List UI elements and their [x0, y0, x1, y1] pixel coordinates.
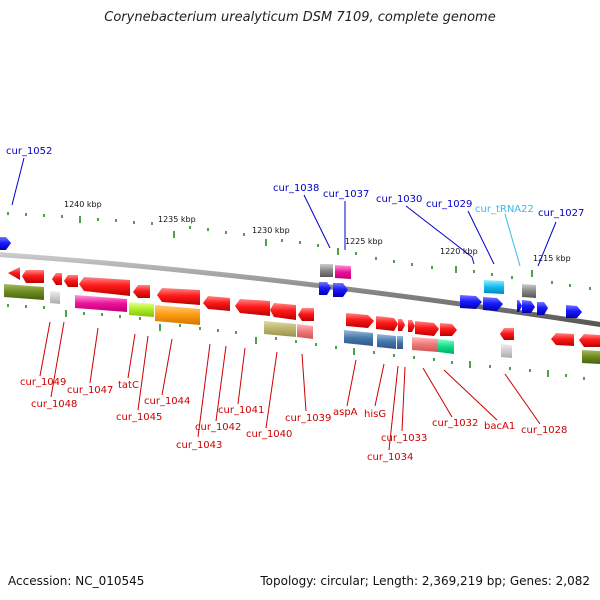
gene-label: cur_1048 — [31, 399, 77, 410]
gene-feature — [52, 273, 62, 285]
gene-label: cur_1030 — [376, 194, 422, 205]
gene-label: cur_1044 — [144, 396, 190, 407]
gene-feature — [579, 334, 600, 347]
gene-feature — [484, 280, 504, 294]
forward-cds-track — [8, 267, 600, 347]
category-track — [4, 264, 600, 364]
gene-label: cur_1034 — [367, 452, 413, 463]
gene-label: cur_1040 — [246, 429, 292, 440]
gene-label: aspA — [333, 407, 358, 418]
gene-feature — [377, 334, 396, 349]
gene-feature — [460, 295, 482, 309]
gene-feature — [398, 319, 405, 331]
gene-feature — [335, 265, 351, 279]
gene-label: cur_1037 — [323, 189, 369, 200]
scale-label: 1215 kbp — [533, 254, 571, 263]
gene-feature — [582, 350, 600, 364]
gene-label: hisG — [364, 409, 386, 420]
map-title: Corynebacterium urealyticum DSM 7109, co… — [104, 10, 496, 25]
gene-feature — [319, 282, 331, 295]
gene-label: cur_1027 — [538, 208, 584, 219]
gene-label: cur_1039 — [285, 413, 331, 424]
scale-labels: 1240 kbp 1235 kbp 1230 kbp 1225 kbp 1220… — [64, 200, 571, 263]
gene-feature — [501, 344, 512, 358]
scale-ticks-upper — [7, 212, 591, 290]
gene-feature — [155, 305, 200, 325]
accession-text: Accession: NC_010545 — [8, 574, 145, 588]
gene-feature — [408, 320, 415, 332]
reverse-cds-track — [0, 237, 582, 318]
gene-feature — [64, 275, 78, 287]
scale-label: 1230 kbp — [252, 226, 290, 235]
gene-label: cur_tRNA22 — [475, 204, 534, 215]
gene-feature — [438, 339, 454, 354]
bottom-leader-lines — [39, 321, 541, 451]
genome-summary-text: Topology: circular; Length: 2,369,219 bp… — [260, 574, 590, 588]
gene-feature — [50, 291, 60, 304]
gene-label: cur_1028 — [521, 425, 567, 436]
gene-feature — [440, 323, 457, 336]
gene-label: cur_1049 — [20, 377, 66, 388]
top-gene-labels: cur_1052 cur_1038 cur_1037 cur_1030 cur_… — [6, 146, 584, 219]
gene-feature — [333, 283, 348, 297]
gene-feature — [522, 300, 535, 313]
gene-feature — [203, 296, 230, 311]
gene-feature — [500, 328, 514, 340]
gene-label: cur_1041 — [218, 405, 264, 416]
gene-feature — [344, 330, 373, 346]
gene-feature — [8, 267, 20, 280]
gene-feature — [79, 277, 130, 296]
gene-feature — [346, 313, 374, 328]
top-leader-lines — [11, 157, 557, 267]
bottom-gene-labels: cur_1049 cur_1048 cur_1047 tatC cur_1045… — [20, 377, 567, 463]
gene-feature — [412, 337, 438, 352]
gene-feature — [517, 300, 522, 312]
gene-label: cur_1043 — [176, 440, 222, 451]
gene-feature — [551, 333, 574, 346]
gene-feature — [483, 297, 503, 311]
gene-feature — [157, 288, 200, 305]
gene-feature — [129, 302, 154, 317]
gene-feature — [264, 321, 296, 337]
gene-feature — [397, 336, 403, 349]
gene-feature — [270, 303, 296, 320]
genome-backbone — [0, 252, 600, 327]
gene-feature — [537, 302, 548, 315]
gene-feature — [298, 308, 314, 321]
scale-label: 1240 kbp — [64, 200, 102, 209]
gene-feature — [566, 305, 582, 318]
gene-feature — [133, 285, 150, 298]
gene-label: cur_1029 — [426, 199, 472, 210]
gene-feature — [376, 316, 398, 331]
gene-feature — [0, 237, 11, 250]
gene-feature — [22, 270, 44, 283]
gene-label: cur_1032 — [432, 418, 478, 429]
gene-label: cur_1047 — [67, 385, 113, 396]
gene-label: tatC — [118, 380, 139, 391]
gene-label: cur_1033 — [381, 433, 427, 444]
gene-feature — [75, 295, 127, 312]
scale-ticks-lower — [7, 304, 585, 380]
gene-feature — [4, 284, 44, 300]
gene-feature — [522, 284, 536, 298]
gene-label: cur_1042 — [195, 422, 241, 433]
gene-feature — [320, 264, 333, 277]
scale-label: 1235 kbp — [158, 215, 196, 224]
scale-label: 1220 kbp — [440, 247, 478, 256]
gene-label: cur_1038 — [273, 183, 319, 194]
gene-feature — [415, 321, 439, 336]
scale-label: 1225 kbp — [345, 237, 383, 246]
gene-label: bacA1 — [484, 421, 515, 432]
gene-label: cur_1052 — [6, 146, 52, 157]
gene-label: cur_1045 — [116, 412, 162, 423]
gene-feature — [297, 324, 313, 339]
gene-feature — [235, 299, 270, 316]
